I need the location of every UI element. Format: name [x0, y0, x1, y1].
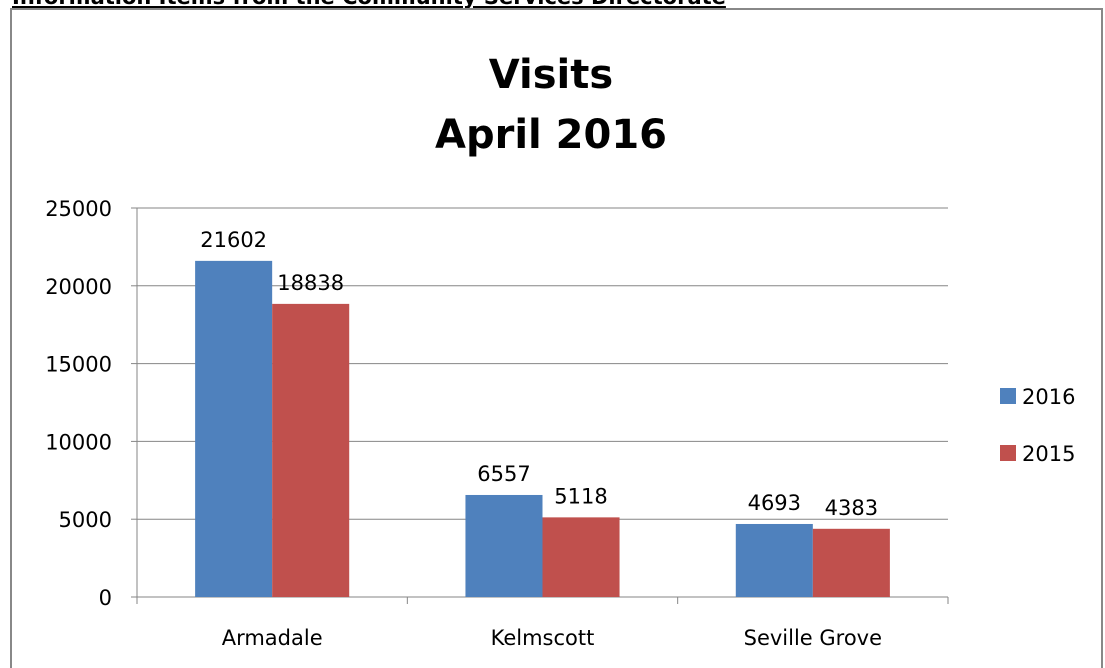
- x-tick-label: Armadale: [222, 626, 323, 650]
- x-tick-label: Seville Grove: [744, 626, 882, 650]
- legend-label: 2016: [1022, 385, 1075, 409]
- data-label: 6557: [477, 462, 530, 486]
- y-tick-label: 20000: [45, 275, 112, 299]
- data-label: 5118: [554, 484, 607, 508]
- legend-swatch: [1000, 445, 1016, 461]
- chart-subtitle: April 2016: [435, 112, 667, 158]
- y-tick-label: 10000: [45, 430, 112, 454]
- legend-swatch: [1000, 388, 1016, 404]
- bar: [195, 260, 273, 597]
- y-tick-label: 25000: [45, 197, 112, 221]
- bar: [735, 523, 813, 597]
- data-label: 18838: [277, 271, 344, 295]
- legend-label: 2015: [1022, 442, 1075, 466]
- data-label: 4693: [748, 491, 801, 515]
- x-tick-label: Kelmscott: [491, 626, 595, 650]
- bar: [812, 528, 890, 597]
- y-tick-label: 5000: [59, 508, 112, 532]
- bar: [542, 517, 620, 597]
- bar: [272, 303, 350, 597]
- page-heading: Information Items from the Community Ser…: [12, 0, 726, 9]
- data-label: 21602: [200, 228, 267, 252]
- data-label: 4383: [825, 496, 878, 520]
- chart-title: Visits: [489, 52, 613, 98]
- y-tick-label: 0: [99, 586, 112, 610]
- y-tick-label: 15000: [45, 353, 112, 377]
- bar: [465, 494, 543, 597]
